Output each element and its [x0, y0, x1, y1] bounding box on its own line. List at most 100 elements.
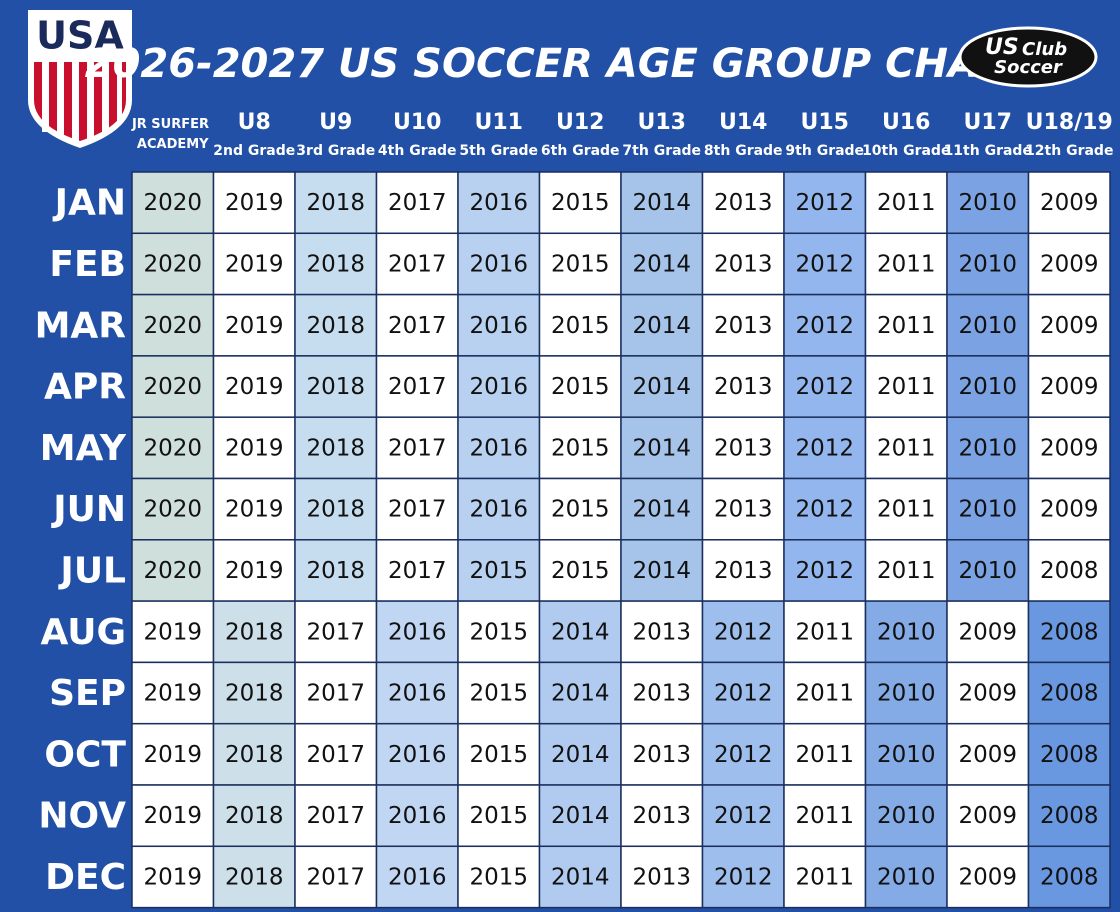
- cell-year: 2017: [306, 681, 365, 707]
- cell-year: 2008: [1040, 864, 1099, 890]
- cell-year: 2019: [225, 497, 284, 523]
- cell-year: 2012: [795, 374, 854, 400]
- cell-year: 2008: [1040, 681, 1099, 707]
- cell-bg: [1027, 416, 1111, 480]
- cell-year: 2008: [1040, 619, 1099, 645]
- column-group: U13: [638, 110, 686, 135]
- cell-bg: [375, 845, 459, 909]
- cell-bg: [538, 845, 622, 909]
- cell-year: 2016: [469, 374, 528, 400]
- cell-year: 2011: [795, 803, 854, 829]
- cell-bg: [620, 477, 704, 541]
- cell-year: 2020: [143, 313, 202, 339]
- cell-bg: [620, 539, 704, 602]
- cell-year: 2018: [225, 742, 284, 768]
- cell-bg: [946, 845, 1030, 909]
- month-label: FEB: [49, 244, 126, 285]
- cell-year: 2014: [632, 558, 691, 584]
- cell-year: 2019: [143, 742, 202, 768]
- cell-year: 2016: [469, 190, 528, 216]
- cell-bg: [131, 600, 215, 664]
- column-grade: 7th Grade: [622, 143, 701, 159]
- cell-year: 2019: [225, 313, 284, 339]
- cell-year: 2018: [306, 190, 365, 216]
- cell-year: 2019: [143, 803, 202, 829]
- cell-year: 2011: [877, 558, 936, 584]
- cell-year: 2014: [632, 374, 691, 400]
- cell-bg: [1027, 661, 1111, 725]
- cell-year: 2015: [469, 619, 528, 645]
- cell-year: 2019: [225, 374, 284, 400]
- column-group: U8: [238, 110, 271, 135]
- cell-year: 2011: [877, 497, 936, 523]
- month-label: SEP: [49, 673, 126, 714]
- club-logo: US Club Soccer: [958, 26, 1098, 88]
- cell-bg: [294, 784, 378, 848]
- cell-year: 2009: [958, 864, 1017, 890]
- cell-year: 2020: [143, 435, 202, 461]
- column-grade: 3rd Grade: [296, 143, 375, 159]
- cell-bg: [701, 539, 785, 602]
- cell-year: 2016: [469, 435, 528, 461]
- column-grade: 6th Grade: [541, 143, 620, 159]
- cell-year: 2013: [714, 313, 773, 339]
- cell-year: 2016: [469, 497, 528, 523]
- cell-year: 2016: [469, 313, 528, 339]
- month-label: AUG: [40, 612, 126, 653]
- cell-bg: [1027, 784, 1111, 848]
- cell-bg: [946, 600, 1030, 664]
- cell-bg: [131, 722, 215, 786]
- cell-bg: [620, 171, 704, 235]
- cell-year: 2018: [306, 313, 365, 339]
- cell-year: 2018: [225, 803, 284, 829]
- cell-year: 2013: [714, 190, 773, 216]
- cell-year: 2019: [225, 558, 284, 584]
- month-label: OCT: [44, 734, 126, 775]
- cell-year: 2011: [877, 251, 936, 277]
- table: JR SURFER ACADEMY U8 2nd Grade U9 3rd Grade U…: [35, 110, 1113, 909]
- cell-bg: [946, 661, 1030, 725]
- cell-year: 2010: [958, 251, 1017, 277]
- column-grade: 5th Grade: [459, 143, 538, 159]
- column-group: U12: [556, 110, 604, 135]
- cell-bg: [131, 477, 215, 541]
- cell-year: 2011: [877, 313, 936, 339]
- cell-year: 2016: [388, 619, 447, 645]
- cell-year: 2016: [388, 803, 447, 829]
- column-grade: 2nd Grade: [213, 143, 295, 159]
- cell-year: 2012: [795, 190, 854, 216]
- cell-year: 2016: [388, 742, 447, 768]
- cell-year: 2017: [306, 619, 365, 645]
- cell-year: 2018: [306, 251, 365, 277]
- cell-year: 2009: [958, 742, 1017, 768]
- cell-year: 2012: [714, 681, 773, 707]
- column-group: U18/19: [1026, 110, 1113, 135]
- cell-year: 2013: [714, 558, 773, 584]
- cell-year: 2018: [225, 619, 284, 645]
- cell-bg: [620, 355, 704, 418]
- cell-bg: [1027, 845, 1111, 909]
- cell-bg: [375, 539, 459, 602]
- column-grade: 12th Grade: [1025, 143, 1113, 159]
- cell-bg: [212, 477, 296, 541]
- cell-year: 2017: [306, 803, 365, 829]
- cell-bg: [375, 784, 459, 848]
- cell-year: 2012: [795, 313, 854, 339]
- cell-year: 2009: [1040, 190, 1099, 216]
- column-grade: 10th Grade: [862, 143, 950, 159]
- column-group: U15: [801, 110, 849, 135]
- cell-year: 2015: [551, 435, 610, 461]
- cell-bg: [457, 845, 541, 909]
- column-group: U17: [964, 110, 1012, 135]
- cell-bg: [538, 784, 622, 848]
- cell-bg: [294, 232, 378, 296]
- cell-year: 2015: [469, 558, 528, 584]
- cell-year: 2015: [551, 374, 610, 400]
- cell-year: 2014: [551, 619, 610, 645]
- cell-bg: [620, 293, 704, 357]
- cell-bg: [864, 600, 948, 664]
- cell-year: 2019: [225, 251, 284, 277]
- cell-year: 2015: [551, 190, 610, 216]
- cell-year: 2008: [1040, 558, 1099, 584]
- cell-bg: [783, 845, 867, 909]
